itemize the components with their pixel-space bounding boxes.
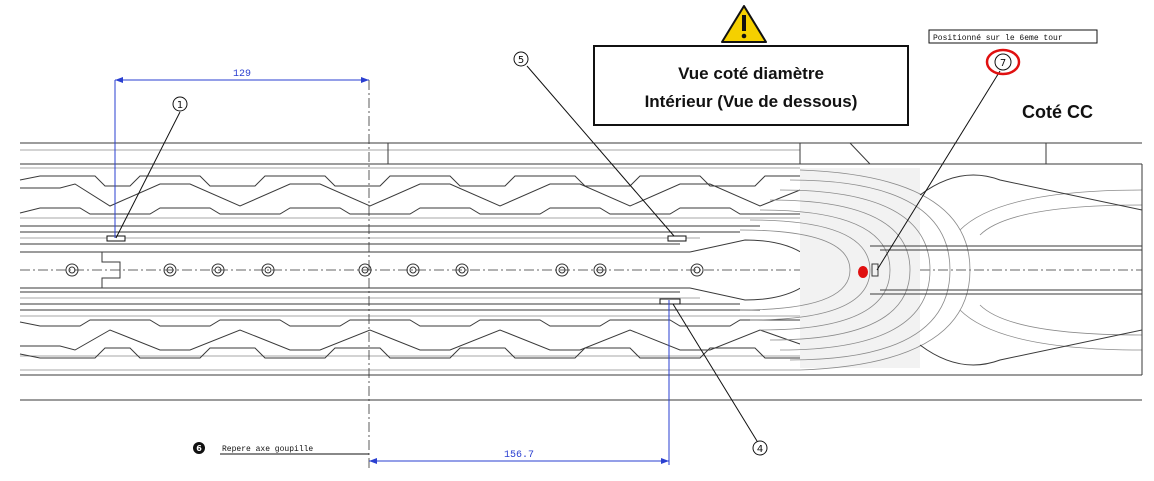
svg-text:5: 5 [518, 55, 524, 66]
upper-teeth-band [19, 175, 801, 245]
hole [406, 263, 420, 277]
hole [358, 263, 372, 277]
dimension-129-label: 129 [233, 69, 251, 80]
red-marker-dot [858, 266, 868, 278]
hole [690, 263, 704, 277]
svg-text:4: 4 [757, 444, 763, 455]
warning-box: Vue coté diamètre Intérieur (Vue de dess… [593, 45, 909, 126]
balloon-7: Positionné sur le 6eme tour 7 [876, 29, 1098, 271]
warning-triangle-icon [721, 5, 767, 43]
dimension-156-7-label: 156.7 [504, 450, 534, 461]
pin-markers [106, 235, 687, 305]
hole-inner [214, 266, 222, 274]
hole [211, 263, 225, 277]
hole-inner [409, 266, 417, 274]
balloon-1: 1 [115, 96, 188, 239]
hole-inner [596, 266, 604, 274]
curved-end-region [739, 164, 1143, 375]
svg-text:1: 1 [177, 100, 183, 111]
svg-text:7: 7 [1000, 58, 1006, 69]
central-axis [20, 239, 1142, 301]
hole-inner [264, 266, 272, 274]
dimension-129: 129 [114, 69, 369, 238]
warning-line-1: Vue coté diamètre [678, 64, 824, 83]
warning-line-2: Intérieur (Vue de dessous) [644, 92, 858, 111]
hole-inner [68, 266, 76, 274]
side-label: Coté CC [1022, 102, 1093, 122]
note-box-text: Positionné sur le 6eme tour [933, 34, 1063, 43]
hole [555, 263, 569, 277]
lower-teeth-band [19, 291, 801, 359]
balloon-5: 5 [513, 51, 675, 237]
balloon-6: 6 Repere axe goupille [193, 442, 369, 455]
hole [261, 263, 275, 277]
hole-row [65, 263, 704, 277]
hole [65, 263, 79, 277]
hole [455, 263, 469, 277]
balloon-4: 4 [672, 303, 768, 456]
balloon-6-label: Repere axe goupille [222, 445, 313, 454]
hole-inner [361, 266, 369, 274]
hole [593, 263, 607, 277]
hole-inner [166, 266, 174, 274]
svg-text:6: 6 [196, 444, 202, 453]
hole-inner [558, 266, 566, 274]
highlight-circle [985, 48, 1021, 76]
hole-inner [458, 266, 466, 274]
hole [163, 263, 177, 277]
outer-lines [20, 142, 1142, 401]
dimension-156-7: 156.7 [369, 300, 670, 465]
hole-inner [693, 266, 701, 274]
